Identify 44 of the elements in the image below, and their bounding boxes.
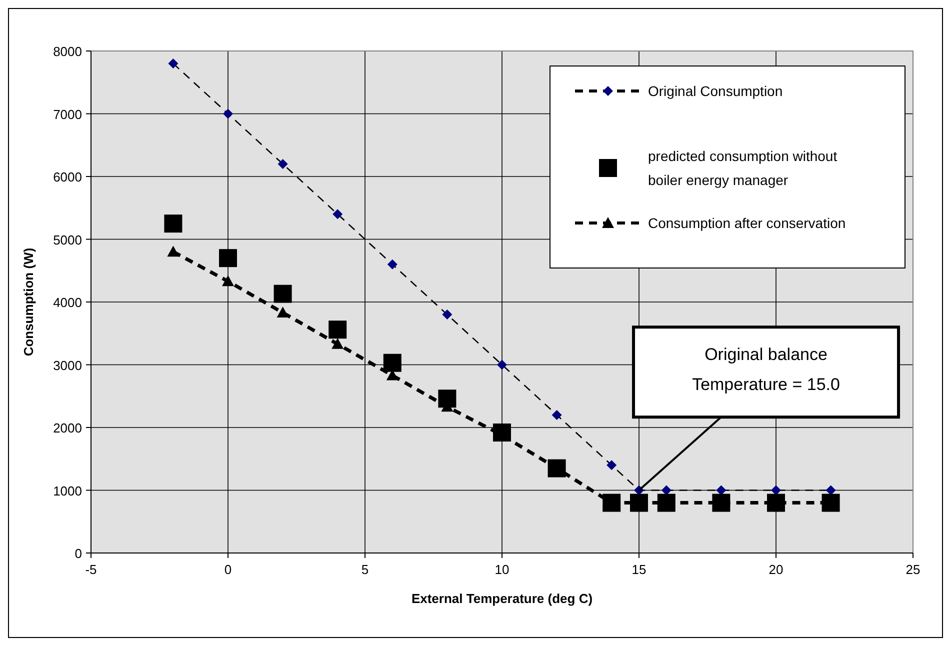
- point: [332, 338, 344, 349]
- point: [278, 158, 288, 169]
- point: [716, 485, 726, 496]
- point: [552, 410, 562, 420]
- y-tick-label: 5000: [53, 232, 82, 248]
- point: [442, 310, 452, 320]
- point: [167, 246, 180, 257]
- x-tick-label: 10: [494, 562, 510, 577]
- point: [219, 249, 237, 268]
- point: [497, 360, 507, 370]
- y-tick-label: 7000: [53, 106, 82, 122]
- point: [274, 284, 292, 303]
- y-tick-label: 2000: [53, 420, 82, 436]
- x-tick-label: 20: [768, 562, 784, 577]
- point: [661, 485, 672, 496]
- y-tick-label: 0: [74, 546, 82, 561]
- x-tick-label: 25: [906, 562, 920, 577]
- y-axis-title: Consumption (W): [21, 248, 36, 356]
- point: [383, 354, 402, 372]
- point: [771, 485, 781, 496]
- point: [328, 320, 347, 339]
- point: [276, 306, 289, 318]
- x-axis-title: External Temperature (deg C): [411, 591, 593, 606]
- y-tick-label: 4000: [53, 295, 82, 310]
- x-tick-label: 15: [632, 562, 646, 577]
- y-tick-label: 8000: [53, 44, 82, 59]
- annotation: Original balance Temperature = 15.0: [692, 345, 840, 394]
- point: [332, 209, 343, 220]
- x-tick-label: 0: [224, 562, 232, 577]
- point: [387, 259, 398, 270]
- y-tick-label: 3000: [53, 358, 82, 373]
- point: [826, 485, 836, 496]
- legend-label: Consumption after conservation: [648, 215, 846, 231]
- x-tick-label: 5: [361, 562, 369, 577]
- y-tick-label: 1000: [53, 483, 82, 498]
- point: [164, 214, 182, 233]
- x-tick-label: -5: [85, 562, 97, 577]
- point: [168, 58, 178, 69]
- y-tick-label: 6000: [53, 170, 82, 184]
- point: [222, 275, 234, 286]
- legend-label: Original Consumption: [648, 83, 783, 99]
- point: [223, 108, 233, 119]
- legend-label: predicted consumption without boiler energy manager: [648, 148, 838, 188]
- point: [606, 460, 617, 470]
